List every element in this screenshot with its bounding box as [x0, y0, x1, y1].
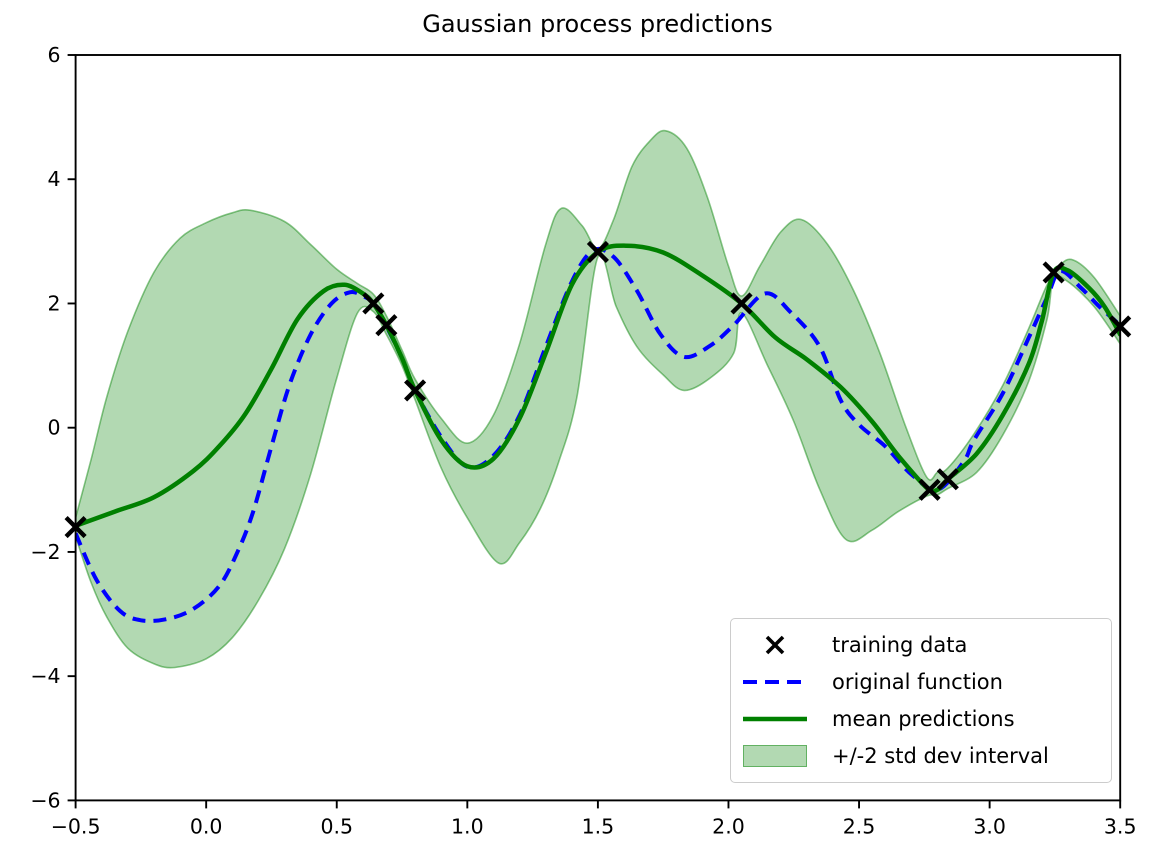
svg-text:−2: −2: [30, 540, 60, 564]
training-data-markers: [64, 240, 1132, 539]
std-dev-band: [75, 129, 1121, 669]
svg-text:2.5: 2.5: [843, 814, 876, 838]
chart-title: Gaussian process predictions: [422, 10, 773, 38]
legend-item-training-data: training data: [743, 626, 1099, 663]
axis-ticks-and-labels: −0.5 0.0 0.5 1.0 1.5 2.0 2.5 3.0 3.5 −6 −4 −2 0 2 4 6: [30, 43, 1136, 838]
legend-label: mean predictions: [832, 707, 1015, 732]
dashed-line-icon: [743, 670, 807, 694]
svg-text:−0.5: −0.5: [51, 814, 101, 838]
legend-label: +/-2 std dev interval: [832, 744, 1049, 769]
legend-item-mean-predictions: mean predictions: [743, 701, 1099, 738]
legend-item-original-function: original function: [743, 663, 1099, 700]
svg-text:−4: −4: [30, 664, 60, 688]
solid-line-icon: [743, 707, 807, 731]
svg-text:6: 6: [48, 43, 61, 67]
svg-text:3.5: 3.5: [1104, 814, 1137, 838]
legend-item-std-interval: +/-2 std dev interval: [743, 738, 1099, 775]
svg-text:0.5: 0.5: [320, 814, 353, 838]
band-patch-icon: [743, 744, 807, 768]
svg-text:1.5: 1.5: [582, 814, 615, 838]
svg-text:2: 2: [48, 291, 61, 315]
svg-text:0.0: 0.0: [190, 814, 223, 838]
legend-label: training data: [832, 632, 968, 657]
legend-label: original function: [832, 669, 1003, 694]
original-function-line: [75, 246, 1121, 623]
svg-text:1.0: 1.0: [451, 814, 484, 838]
x-marker-icon: [743, 633, 807, 657]
svg-text:0: 0: [48, 416, 61, 440]
svg-text:−6: −6: [30, 788, 60, 812]
legend: training data original function mean pre…: [730, 618, 1112, 783]
svg-text:4: 4: [48, 167, 61, 191]
svg-text:2.0: 2.0: [712, 814, 745, 838]
svg-text:3.0: 3.0: [973, 814, 1006, 838]
